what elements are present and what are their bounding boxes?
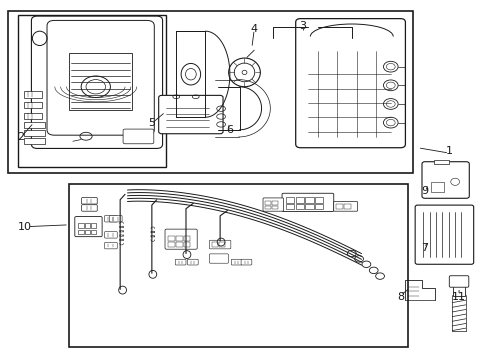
Bar [168, 242, 174, 247]
Bar [91, 224, 96, 228]
Bar [183, 242, 190, 247]
FancyBboxPatch shape [333, 202, 357, 211]
Bar [265, 201, 270, 205]
Bar [18, 15, 166, 167]
FancyBboxPatch shape [209, 240, 230, 249]
Bar [24, 113, 42, 119]
FancyBboxPatch shape [263, 198, 283, 211]
FancyBboxPatch shape [448, 276, 468, 287]
Bar [295, 204, 304, 210]
FancyBboxPatch shape [175, 259, 185, 265]
Bar [24, 102, 42, 108]
Bar [8, 12, 412, 173]
Bar [24, 91, 42, 98]
Bar [335, 204, 342, 210]
FancyBboxPatch shape [81, 205, 97, 211]
Bar [305, 204, 313, 210]
FancyBboxPatch shape [104, 216, 117, 222]
FancyBboxPatch shape [75, 217, 102, 237]
Bar [265, 206, 270, 210]
FancyBboxPatch shape [47, 21, 154, 135]
Bar [315, 204, 323, 210]
FancyBboxPatch shape [164, 229, 197, 249]
Text: 4: 4 [250, 24, 257, 35]
FancyBboxPatch shape [414, 205, 473, 264]
Text: 3: 3 [299, 21, 306, 31]
Bar [24, 138, 44, 144]
Text: 5: 5 [148, 118, 155, 128]
Bar [272, 201, 277, 205]
Bar [285, 204, 294, 210]
Bar [285, 197, 294, 203]
Text: 6: 6 [226, 125, 233, 135]
FancyBboxPatch shape [231, 259, 242, 265]
FancyBboxPatch shape [81, 198, 97, 204]
Bar [452, 286, 465, 296]
Bar [78, 230, 83, 234]
Bar [295, 197, 304, 203]
FancyBboxPatch shape [123, 129, 154, 144]
Bar [84, 230, 90, 234]
Bar [69, 53, 132, 110]
Bar [344, 204, 350, 210]
FancyBboxPatch shape [104, 231, 117, 238]
Bar [78, 224, 83, 228]
Bar [183, 236, 190, 240]
Text: 2: 2 [17, 132, 24, 142]
Bar [305, 197, 313, 203]
Text: 9: 9 [421, 186, 427, 196]
FancyBboxPatch shape [104, 242, 117, 249]
Bar [433, 160, 448, 164]
Bar [24, 130, 44, 136]
Bar [272, 206, 277, 210]
Text: 8: 8 [396, 292, 403, 302]
Bar [91, 230, 96, 234]
Bar [430, 182, 444, 192]
Bar [315, 197, 323, 203]
FancyBboxPatch shape [158, 95, 223, 134]
Bar [219, 242, 224, 247]
FancyBboxPatch shape [209, 254, 228, 263]
Text: 7: 7 [421, 243, 427, 253]
Text: 11: 11 [451, 292, 465, 302]
FancyBboxPatch shape [31, 16, 162, 148]
FancyBboxPatch shape [109, 216, 122, 222]
Bar [84, 224, 90, 228]
Bar [24, 122, 44, 129]
Bar [212, 242, 217, 247]
FancyBboxPatch shape [421, 162, 468, 198]
FancyBboxPatch shape [187, 259, 198, 265]
Text: 1: 1 [445, 146, 452, 156]
Bar [176, 236, 182, 240]
FancyBboxPatch shape [241, 259, 251, 265]
Bar [176, 242, 182, 247]
Bar [168, 236, 174, 240]
FancyBboxPatch shape [295, 19, 405, 148]
FancyBboxPatch shape [282, 193, 333, 212]
Text: 10: 10 [18, 222, 32, 231]
Bar [69, 184, 407, 347]
